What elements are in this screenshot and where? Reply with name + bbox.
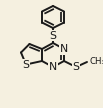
Text: N: N (49, 62, 57, 72)
Text: S: S (22, 60, 29, 70)
Text: CH₃: CH₃ (90, 57, 103, 67)
Text: S: S (73, 62, 80, 72)
Text: N: N (60, 44, 68, 54)
Text: S: S (50, 30, 57, 40)
